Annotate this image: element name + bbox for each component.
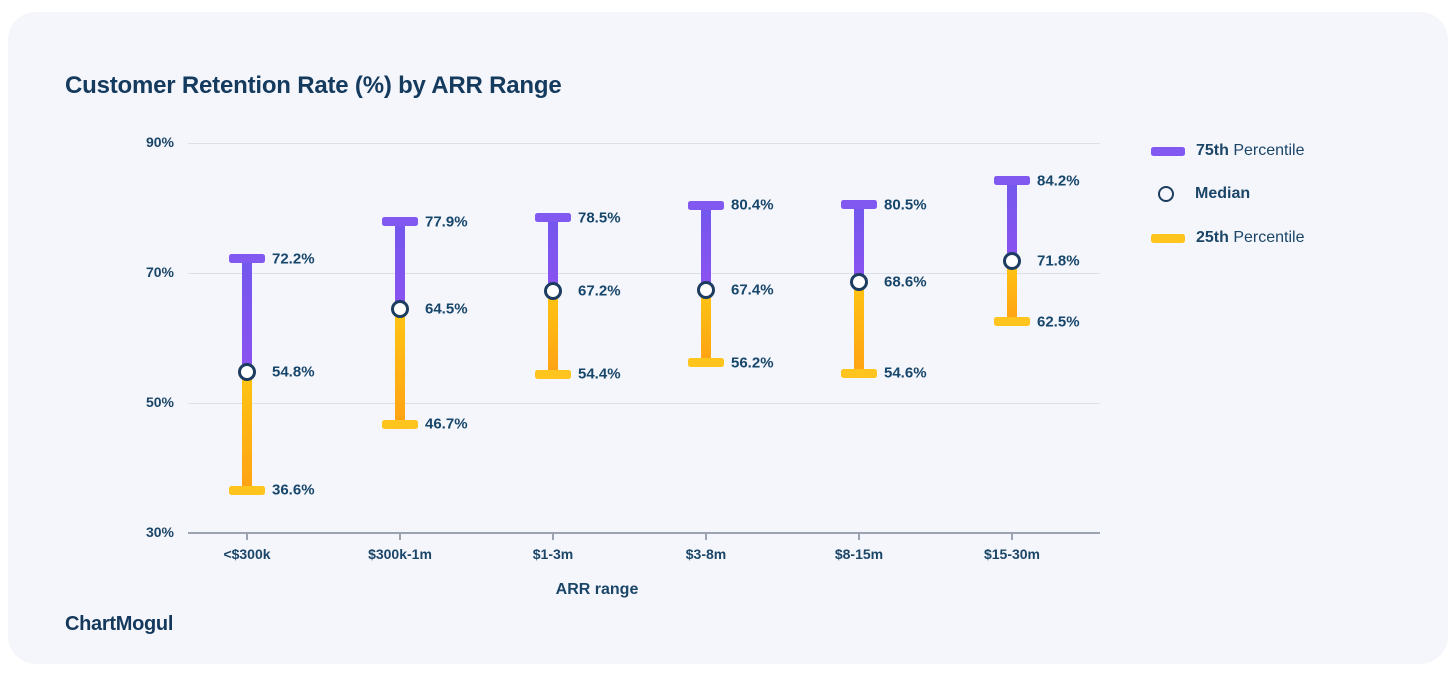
x-axis-tick bbox=[246, 534, 248, 540]
cap-75th-percentile bbox=[688, 200, 724, 210]
y-axis-tick-label: 90% bbox=[145, 134, 174, 150]
median-marker bbox=[391, 299, 409, 318]
legend-75th-bar-icon bbox=[1151, 146, 1185, 156]
x-axis-category-label: $1-3m bbox=[532, 546, 574, 562]
x-axis-category-label: <$300k bbox=[223, 546, 271, 562]
value-label-75th: 80.5% bbox=[884, 196, 927, 214]
cap-75th-percentile bbox=[382, 217, 418, 227]
value-label-25th: 54.6% bbox=[884, 364, 927, 382]
percentile-stem-lower bbox=[1007, 261, 1017, 322]
value-label-75th: 80.4% bbox=[731, 196, 774, 214]
legend-label: 25th Percentile bbox=[1196, 229, 1305, 246]
value-label-median: 64.5% bbox=[425, 300, 468, 318]
y-axis-tick-label: 70% bbox=[145, 264, 174, 280]
percentile-stem-upper bbox=[548, 217, 558, 292]
value-label-25th: 36.6% bbox=[272, 481, 315, 499]
median-marker bbox=[1003, 252, 1021, 271]
gridline-50 bbox=[188, 403, 1100, 404]
gridline-70 bbox=[188, 273, 1100, 274]
median-marker bbox=[544, 282, 562, 301]
x-axis-title: ARR range bbox=[555, 581, 639, 598]
value-label-median: 54.8% bbox=[272, 363, 315, 381]
chart-card: Customer Retention Rate (%) by ARR Range… bbox=[8, 12, 1448, 664]
y-axis-tick-label: 30% bbox=[145, 524, 174, 540]
percentile-stem-lower bbox=[242, 371, 252, 491]
x-axis-category-label: $15-30m bbox=[983, 546, 1041, 562]
legend-item-25th: 25th Percentile bbox=[1151, 228, 1305, 248]
percentile-stem-upper bbox=[854, 204, 864, 283]
cap-25th-percentile bbox=[535, 369, 571, 379]
legend-median-circle-icon bbox=[1158, 186, 1174, 202]
x-axis-category-label: $300k-1m bbox=[368, 546, 432, 562]
percentile-stem-lower bbox=[701, 289, 711, 363]
percentile-stem-upper bbox=[395, 221, 405, 309]
gridline-90 bbox=[188, 143, 1100, 144]
cap-75th-percentile bbox=[535, 213, 571, 223]
cap-25th-percentile bbox=[382, 419, 418, 429]
x-axis-tick bbox=[1011, 534, 1013, 540]
percentile-stem-lower bbox=[395, 308, 405, 425]
median-marker bbox=[697, 280, 715, 299]
chartmogul-logo: ChartMogul bbox=[65, 613, 174, 635]
value-label-75th: 72.2% bbox=[272, 250, 315, 268]
x-axis-tick bbox=[552, 534, 554, 540]
y-axis-tick-label: 50% bbox=[145, 394, 174, 410]
percentile-stem-upper bbox=[242, 258, 252, 372]
cap-25th-percentile bbox=[841, 368, 877, 378]
value-label-75th: 84.2% bbox=[1037, 172, 1080, 190]
cap-75th-percentile bbox=[841, 200, 877, 210]
cap-25th-percentile bbox=[994, 317, 1030, 327]
percentile-stem-lower bbox=[548, 291, 558, 375]
value-label-median: 68.6% bbox=[884, 273, 927, 291]
median-marker bbox=[238, 362, 256, 381]
x-axis-tick bbox=[705, 534, 707, 540]
x-axis-tick bbox=[858, 534, 860, 540]
legend-25th-bar-icon bbox=[1151, 233, 1185, 243]
value-label-median: 67.2% bbox=[578, 282, 621, 300]
percentile-stem-upper bbox=[1007, 180, 1017, 262]
cap-75th-percentile bbox=[994, 176, 1030, 186]
value-label-75th: 78.5% bbox=[578, 209, 621, 227]
percentile-stem-upper bbox=[701, 205, 711, 290]
value-label-median: 71.8% bbox=[1037, 252, 1080, 270]
value-label-25th: 56.2% bbox=[731, 354, 774, 372]
legend-label: 75th Percentile bbox=[1196, 142, 1305, 159]
cap-25th-percentile bbox=[688, 358, 724, 368]
x-axis-tick bbox=[399, 534, 401, 540]
value-label-median: 67.4% bbox=[731, 281, 774, 299]
value-label-25th: 54.4% bbox=[578, 365, 621, 383]
value-label-75th: 77.9% bbox=[425, 213, 468, 231]
x-axis-category-label: $3-8m bbox=[685, 546, 727, 562]
legend-item-75th: 75th Percentile bbox=[1151, 141, 1305, 161]
value-label-25th: 62.5% bbox=[1037, 313, 1080, 331]
value-label-25th: 46.7% bbox=[425, 415, 468, 433]
legend-label: Median bbox=[1195, 185, 1251, 202]
cap-75th-percentile bbox=[229, 254, 265, 264]
x-axis-category-label: $8-15m bbox=[834, 546, 884, 562]
percentile-stem-lower bbox=[854, 282, 864, 374]
legend-item-median: Median bbox=[1151, 184, 1250, 204]
median-marker bbox=[850, 273, 868, 292]
chart-title: Customer Retention Rate (%) by ARR Range bbox=[65, 72, 562, 99]
cap-25th-percentile bbox=[229, 485, 265, 495]
x-axis-line bbox=[188, 532, 1100, 534]
